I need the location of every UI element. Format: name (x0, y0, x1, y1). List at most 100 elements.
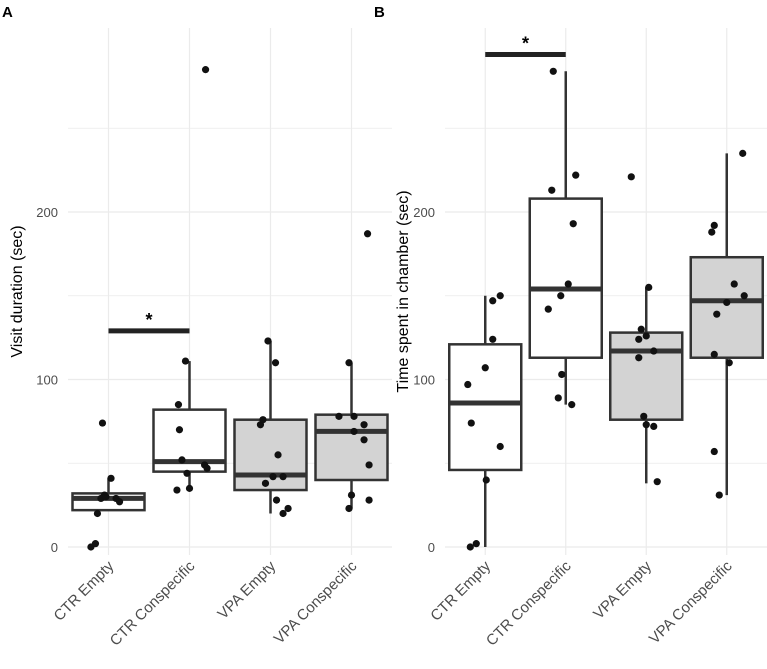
data-point (496, 442, 504, 451)
y-axis-label: Time spent in chamber (sec) (395, 190, 412, 392)
x-tick-label: VPA Conspecific (646, 557, 736, 647)
data-point (739, 149, 747, 157)
data-point (115, 498, 124, 506)
box-vpa-conspecific (314, 230, 389, 513)
box-vpa-empty (609, 173, 684, 486)
significance-star: * (522, 34, 529, 54)
data-point (635, 335, 643, 343)
data-point (178, 456, 186, 464)
data-point (640, 412, 648, 420)
data-point (272, 496, 281, 504)
data-point (181, 357, 190, 365)
box-ctr-conspecific (152, 66, 227, 494)
data-point (466, 543, 474, 551)
data-point (708, 228, 716, 236)
box-body (609, 331, 684, 421)
data-point (284, 504, 292, 513)
x-tick-label: CTR Conspecific (483, 557, 575, 649)
data-point (650, 422, 658, 430)
data-point (496, 292, 504, 300)
data-point (645, 283, 653, 291)
box-body (528, 197, 603, 359)
data-point (642, 332, 650, 340)
data-point (715, 491, 723, 499)
box-ctr-empty (448, 292, 523, 551)
y-tick-label: 100 (413, 373, 435, 388)
x-tick-label: VPA Conspecific (271, 557, 361, 647)
data-point (572, 171, 580, 179)
y-tick-label: 0 (51, 540, 58, 555)
data-point (650, 347, 658, 355)
data-point (350, 427, 358, 436)
data-point (723, 298, 731, 307)
data-point (554, 394, 562, 402)
box-body (314, 413, 389, 482)
y-tick-label: 200 (413, 205, 435, 220)
data-point (175, 426, 184, 434)
data-point (710, 350, 718, 358)
data-point (107, 474, 115, 482)
data-point (569, 220, 577, 228)
data-point (173, 486, 181, 494)
data-point (549, 67, 557, 75)
data-point (269, 473, 277, 481)
data-point (363, 230, 372, 238)
data-point (627, 173, 635, 181)
data-point (489, 335, 497, 343)
data-point (710, 221, 718, 229)
x-tick-label: CTR Empty (427, 557, 494, 624)
data-point (98, 419, 107, 427)
data-point (203, 464, 211, 472)
panel-A: 0 100 200 Visit duration (sec) A * CTR EmptyCT… (2, 4, 392, 649)
data-point (91, 540, 100, 548)
data-point (635, 354, 643, 362)
data-point (464, 380, 472, 389)
x-tick-label: CTR Empty (50, 557, 117, 624)
data-point (489, 297, 497, 305)
data-point (740, 292, 748, 300)
data-point (279, 509, 287, 518)
y-tick-label: 0 (428, 540, 435, 555)
data-point (183, 469, 191, 477)
panel-letter: B (374, 4, 385, 21)
data-point (345, 504, 353, 513)
data-point (201, 66, 210, 74)
data-point (472, 540, 480, 548)
box-body (689, 255, 764, 359)
significance-star: * (145, 310, 152, 330)
data-point (174, 401, 183, 409)
data-point (259, 416, 267, 424)
data-point (347, 491, 356, 499)
box-ctr-empty (71, 419, 146, 551)
data-point (730, 280, 738, 288)
data-point (264, 337, 272, 345)
box-ctr-conspecific (528, 67, 603, 409)
data-point (335, 412, 343, 420)
data-point (481, 364, 489, 372)
y-tick-label: 100 (36, 373, 58, 388)
x-tick-label: VPA Empty (214, 557, 279, 622)
data-point (360, 436, 368, 444)
data-point (467, 419, 475, 427)
data-point (713, 310, 721, 318)
data-point (365, 496, 373, 504)
y-tick-label: 200 (36, 205, 58, 220)
box-body (233, 418, 308, 492)
box-vpa-empty (233, 337, 308, 518)
data-point (564, 280, 572, 288)
data-point (274, 451, 282, 459)
x-tick-label: VPA Empty (590, 557, 655, 622)
data-point (261, 479, 270, 487)
data-point (710, 447, 718, 456)
data-point (557, 292, 565, 300)
y-axis-label: Visit duration (sec) (9, 225, 26, 357)
data-point (558, 370, 566, 379)
data-point (345, 359, 353, 367)
data-point (725, 359, 733, 367)
data-point (653, 478, 661, 486)
data-point (365, 461, 373, 469)
data-point (482, 476, 490, 484)
data-point (350, 412, 358, 420)
